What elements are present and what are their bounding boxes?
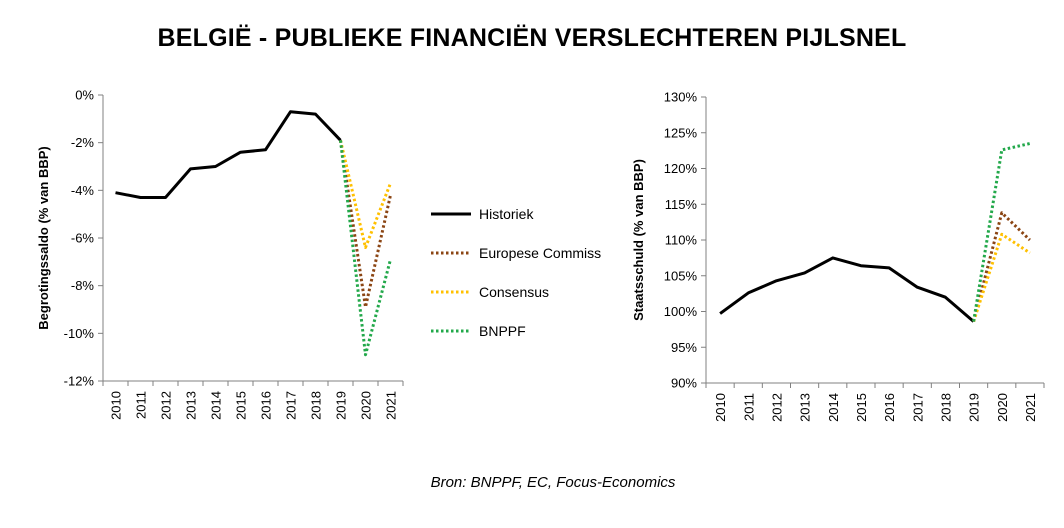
y-tick-label: -8%: [71, 278, 95, 293]
x-tick-label: 2017: [284, 391, 299, 420]
legend-label: Consensus: [479, 284, 549, 300]
legend-label: BNPPF: [479, 323, 526, 339]
y-tick-label: 130%: [664, 90, 698, 105]
legend-label: Europese Commiss: [479, 245, 601, 261]
x-tick-label: 2013: [798, 393, 813, 422]
y-tick-label: 90%: [671, 376, 697, 391]
chart-title: BELGIË - PUBLIEKE FINANCIËN VERSLECHTERE…: [157, 24, 907, 52]
y-tick-label: -4%: [71, 183, 95, 198]
y-tick-label: 120%: [664, 161, 698, 176]
x-tick-label: 2015: [854, 393, 869, 422]
x-tick-label: 2014: [209, 391, 224, 420]
x-tick-label: 2011: [134, 391, 149, 419]
x-tick-label: 2010: [713, 393, 728, 422]
x-tick-label: 2017: [910, 393, 925, 422]
x-tick-label: 2020: [995, 393, 1010, 422]
y-tick-label: -12%: [64, 374, 95, 389]
chart-2: 130% 125% 120% 115% 110% 105% 100% 95% 90% 2010 20…: [631, 90, 1045, 422]
legend-label: Historiek: [479, 206, 534, 222]
y-tick-label: 125%: [664, 125, 698, 140]
x-tick-label: 2018: [938, 393, 953, 422]
series-line-consensus: [972, 232, 1031, 322]
series-line-europese-commiss: [972, 211, 1031, 322]
x-tick-label: 2015: [234, 391, 249, 420]
y-axis-label: Staatsschuld (% van BBP): [631, 159, 646, 321]
x-tick-label: 2014: [826, 393, 841, 422]
x-tick-label: 2019: [334, 391, 349, 420]
y-tick-label: 115%: [665, 197, 698, 212]
y-tick-label: 0%: [75, 88, 94, 103]
y-tick-label: 110%: [665, 233, 698, 248]
y-tick-label: 95%: [671, 340, 697, 355]
x-tick-label: 2011: [741, 393, 756, 421]
x-tick-label: 2018: [309, 391, 324, 420]
x-tick-label: 2012: [769, 393, 784, 422]
series-line-consensus: [339, 139, 392, 249]
y-tick-label: -2%: [71, 135, 95, 150]
source-note: Bron: BNPPF, EC, Focus-Economics: [430, 474, 676, 491]
y-tick-label: -6%: [71, 231, 95, 246]
y-tick-label: 105%: [664, 268, 698, 283]
legend: Historiek Europese Commiss Consensus BNPPF: [431, 206, 601, 339]
series-line-historiek: [719, 256, 975, 323]
y-tick-label: -10%: [64, 326, 95, 341]
series-line-bnppf: [339, 140, 392, 357]
x-tick-label: 2012: [159, 391, 174, 420]
x-tick-label: 2016: [882, 393, 897, 422]
x-tick-label: 2016: [259, 391, 274, 420]
y-tick-label: 100%: [664, 304, 698, 319]
x-tick-label: 2013: [184, 391, 199, 420]
x-tick-label: 2010: [109, 391, 124, 420]
x-tick-label: 2021: [1023, 393, 1038, 422]
series-line-historiek: [115, 110, 342, 199]
y-axis-label: Begrotingssaldo (% van BBP): [36, 146, 51, 329]
x-tick-label: 2019: [967, 393, 982, 422]
x-tick-label: 2020: [359, 391, 374, 420]
chart-1: 0% -2% -4% -6% -8% -10% -12% 2010 2011 2012 2013 20…: [36, 88, 404, 420]
x-tick-label: 2021: [384, 391, 399, 420]
series-line-europese-commiss: [339, 140, 392, 309]
